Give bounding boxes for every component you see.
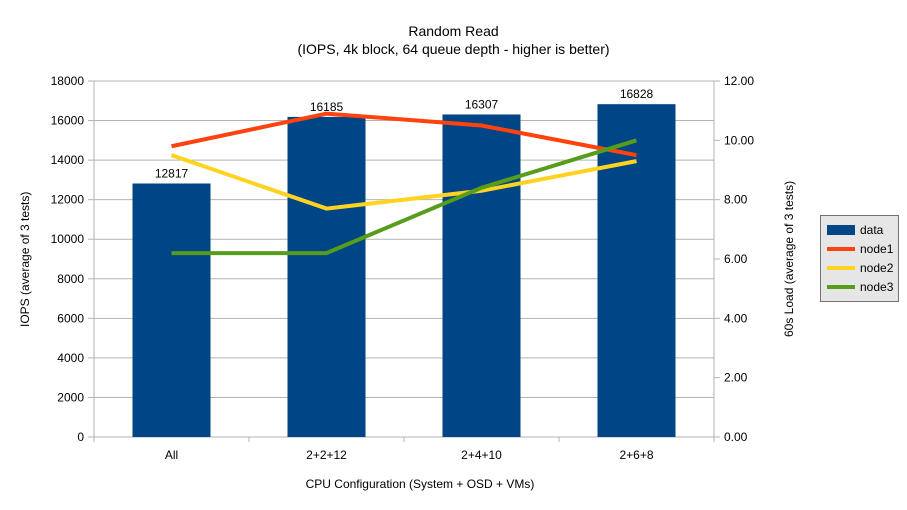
y-right-tick-label: 6.00 bbox=[724, 252, 748, 266]
y-left-tick-label: 10000 bbox=[51, 232, 85, 246]
legend-item-data: data bbox=[827, 222, 898, 238]
y-left-tick-label: 0 bbox=[77, 430, 84, 444]
legend-line-swatch bbox=[827, 285, 855, 289]
legend-label: node3 bbox=[860, 280, 894, 294]
y-right-tick-label: 0.00 bbox=[724, 430, 748, 444]
x-tick-label: 2+4+10 bbox=[461, 448, 502, 462]
x-tick-label: 2+6+8 bbox=[619, 448, 653, 462]
y-right-tick-label: 4.00 bbox=[724, 311, 748, 325]
y-left-tick-label: 8000 bbox=[57, 272, 84, 286]
x-tick-label: 2+2+12 bbox=[306, 448, 347, 462]
y-right-tick-label: 12.00 bbox=[724, 74, 754, 88]
y-right-tick-label: 8.00 bbox=[724, 193, 748, 207]
chart-title: Random Read bbox=[408, 23, 499, 39]
y-left-tick-label: 4000 bbox=[57, 351, 84, 365]
legend-item-node1: node1 bbox=[827, 241, 898, 257]
chart-subtitle: (IOPS, 4k block, 64 queue depth - higher… bbox=[297, 41, 610, 57]
line-node3 bbox=[171, 138, 638, 256]
bar bbox=[287, 116, 366, 437]
bar-value-label: 16307 bbox=[465, 97, 499, 111]
legend-bar-swatch bbox=[827, 225, 855, 235]
bar-value-label: 12817 bbox=[155, 167, 189, 181]
chart-title-block: Random Read (IOPS, 4k block, 64 queue de… bbox=[0, 22, 907, 58]
y-left-tick-label: 12000 bbox=[51, 193, 85, 207]
bar-value-label: 16828 bbox=[620, 87, 654, 101]
y-left-tick-label: 18000 bbox=[51, 74, 85, 88]
legend-label: node2 bbox=[860, 261, 894, 275]
bar bbox=[442, 114, 521, 438]
y-right-axis-title: 60s Load (average of 3 tests) bbox=[782, 180, 796, 338]
bar bbox=[132, 183, 211, 437]
line-node2 bbox=[170, 153, 637, 211]
y-right-tick-label: 10.00 bbox=[724, 133, 754, 147]
y-left-axis-title: IOPS (average of 3 tests) bbox=[18, 191, 32, 327]
legend-line-swatch bbox=[827, 266, 855, 270]
legend-item-node2: node2 bbox=[827, 260, 898, 276]
legend: data node1 node2 node3 bbox=[820, 215, 899, 302]
legend-line-swatch bbox=[827, 247, 855, 251]
legend-label: node1 bbox=[860, 242, 894, 256]
x-axis-title: CPU Configuration (System + OSD + VMs) bbox=[305, 477, 535, 491]
bar-value-label: 16185 bbox=[310, 100, 344, 114]
bar bbox=[597, 104, 676, 437]
legend-label: data bbox=[860, 223, 884, 237]
y-left-tick-label: 14000 bbox=[51, 153, 85, 167]
line-node1 bbox=[171, 111, 637, 158]
x-tick-label: All bbox=[165, 448, 178, 462]
y-right-tick-label: 2.00 bbox=[724, 371, 748, 385]
y-left-tick-label: 16000 bbox=[51, 114, 85, 128]
y-left-tick-label: 6000 bbox=[57, 311, 84, 325]
y-left-tick-label: 2000 bbox=[57, 390, 84, 404]
legend-item-node3: node3 bbox=[827, 279, 898, 295]
